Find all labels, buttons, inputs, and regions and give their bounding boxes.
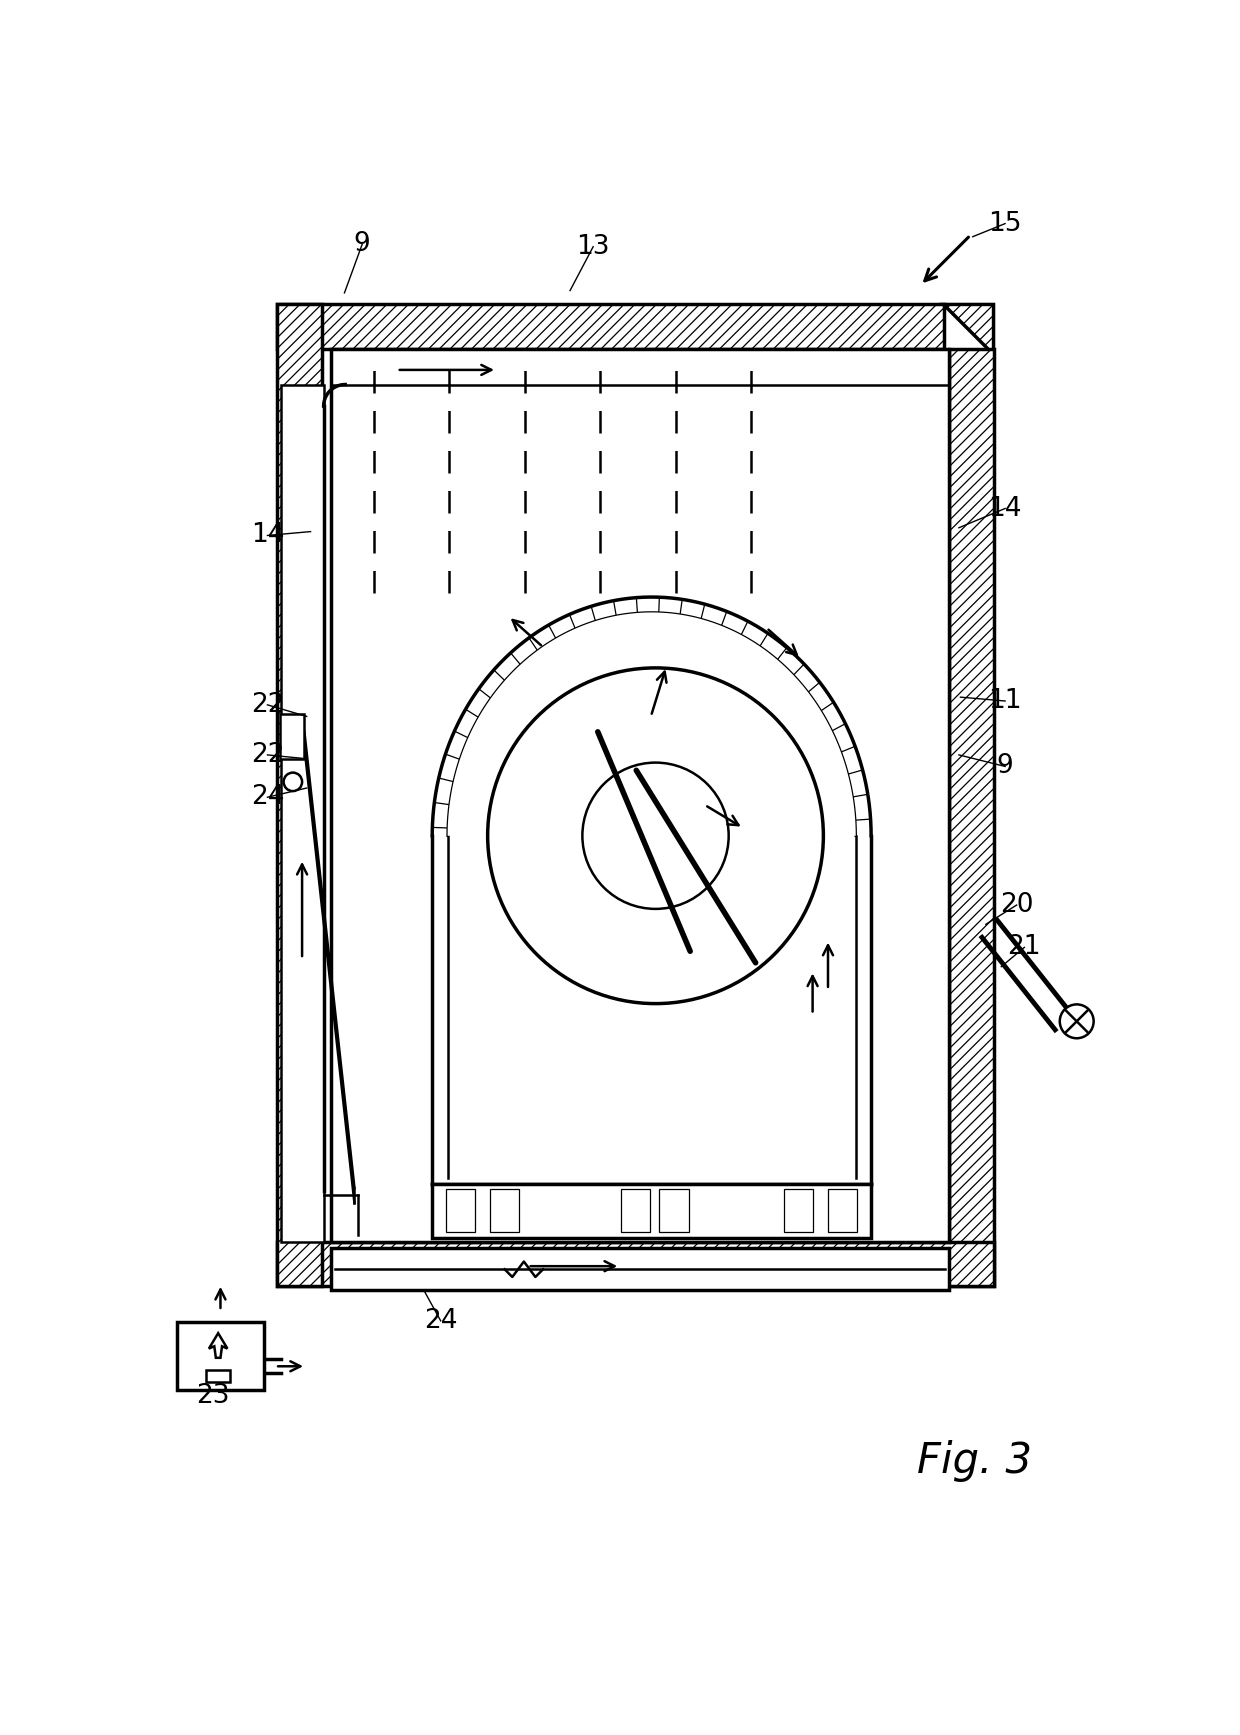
Polygon shape: [433, 597, 872, 836]
Bar: [331, 349, 949, 1242]
Bar: [280, 385, 324, 1242]
Circle shape: [583, 763, 729, 909]
Bar: [177, 1322, 264, 1390]
Text: 23: 23: [196, 1383, 229, 1409]
Circle shape: [1060, 1005, 1094, 1038]
Text: 14: 14: [988, 496, 1022, 522]
Bar: [280, 715, 304, 758]
Text: 22: 22: [250, 743, 284, 769]
Bar: [206, 1371, 231, 1383]
Text: 14: 14: [250, 522, 284, 548]
Bar: [278, 1242, 993, 1286]
Text: 24: 24: [250, 784, 284, 810]
Text: 11: 11: [988, 689, 1022, 715]
Bar: [784, 1188, 813, 1232]
Bar: [660, 1188, 688, 1232]
Text: 9: 9: [353, 231, 371, 257]
Bar: [433, 1183, 872, 1237]
Text: 13: 13: [577, 234, 610, 260]
Bar: [621, 1188, 650, 1232]
Polygon shape: [448, 612, 856, 836]
Circle shape: [284, 772, 303, 791]
Bar: [278, 304, 944, 349]
Polygon shape: [944, 304, 993, 354]
Bar: [278, 304, 322, 1286]
Bar: [446, 1188, 475, 1232]
Polygon shape: [944, 304, 993, 354]
Text: Fig. 3: Fig. 3: [916, 1440, 1032, 1482]
Text: 20: 20: [999, 892, 1033, 918]
Text: 15: 15: [988, 210, 1022, 236]
Bar: [949, 349, 993, 1286]
Bar: [828, 1188, 857, 1232]
Bar: [331, 1247, 949, 1291]
Bar: [490, 1188, 520, 1232]
Text: 24: 24: [424, 1308, 458, 1334]
Text: 21: 21: [1008, 935, 1042, 961]
Text: 22: 22: [250, 692, 284, 718]
Text: 9: 9: [997, 753, 1013, 779]
Circle shape: [487, 668, 823, 1003]
